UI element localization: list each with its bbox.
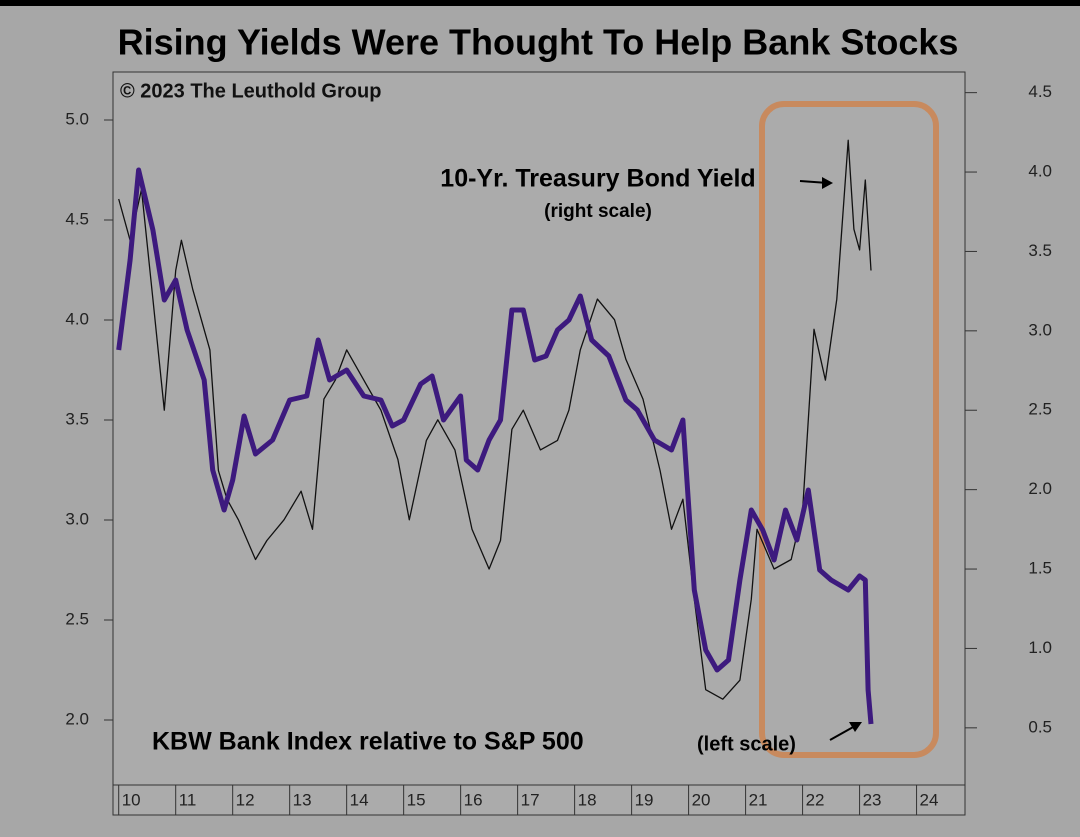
arrowhead — [849, 722, 862, 732]
x-tick-label: 14 — [350, 790, 369, 809]
plot-area — [112, 71, 966, 786]
series-line — [116, 167, 874, 725]
y2-tick-label: 1.5 — [1028, 559, 1052, 578]
plot — [116, 139, 874, 725]
chart-title: Rising Yields Were Thought To Help Bank … — [118, 22, 959, 63]
x-tick-label: 12 — [236, 790, 255, 809]
y-tick-label: 2.0 — [65, 709, 89, 728]
y2-tick-label: 2.5 — [1028, 400, 1052, 419]
series-label: 10-Yr. Treasury Bond Yield — [440, 165, 755, 193]
y2-tick-label: 3.0 — [1028, 320, 1052, 339]
x-tick-label: 16 — [464, 790, 483, 809]
series-line — [118, 139, 872, 700]
x-tick-label: 17 — [521, 790, 540, 809]
x-tick-label: 24 — [920, 790, 939, 809]
x-tick-label: 21 — [749, 790, 768, 809]
y-tick-label: 3.5 — [65, 409, 89, 428]
y2-tick-label: 4.0 — [1028, 162, 1052, 181]
y2-tick-label: 1.0 — [1028, 638, 1052, 657]
arrowhead — [822, 177, 833, 189]
y2-tick-label: 3.5 — [1028, 241, 1052, 260]
y2-tick-label: 0.5 — [1028, 717, 1052, 736]
arrow — [829, 725, 856, 741]
y-tick-label: 4.5 — [65, 209, 89, 228]
y-tick-label: 2.5 — [65, 609, 89, 628]
y-tick-label: 4.0 — [65, 309, 89, 328]
x-tick-label: 11 — [179, 790, 197, 809]
series-label: KBW Bank Index relative to S&P 500 — [152, 728, 584, 756]
x-tick-label: 23 — [863, 790, 882, 809]
annotation: (left scale) — [697, 733, 796, 755]
x-tick-label: 22 — [806, 790, 825, 809]
x-tick-label: 15 — [407, 790, 426, 809]
y2-tick-label: 2.0 — [1028, 479, 1052, 498]
copyright: © 2023 The Leuthold Group — [120, 80, 381, 102]
x-tick-label: 13 — [293, 790, 312, 809]
x-tick-label: 19 — [635, 790, 654, 809]
x-tick-label: 18 — [578, 790, 597, 809]
top-strip — [0, 0, 1080, 6]
y-tick-label: 3.0 — [65, 509, 89, 528]
highlight-box — [759, 101, 939, 758]
x-axis-band — [112, 784, 966, 816]
y2-tick-label: 4.5 — [1028, 82, 1052, 101]
annotation: (right scale) — [544, 201, 652, 222]
y-tick-label: 5.0 — [65, 109, 89, 128]
x-tick-label: 20 — [692, 790, 711, 809]
x-tick-label: 10 — [122, 790, 141, 809]
